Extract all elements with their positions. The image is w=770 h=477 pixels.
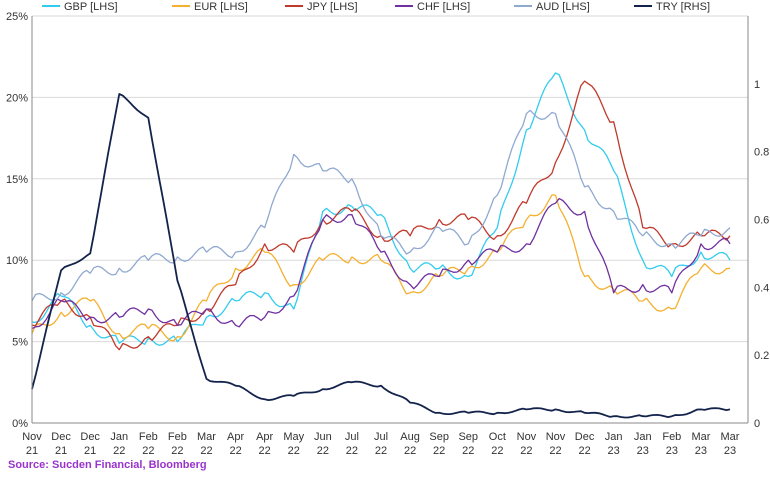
x-tick-month: Sep xyxy=(429,431,449,443)
x-tick-year: 22 xyxy=(259,445,271,457)
x-tick-year: 22 xyxy=(578,445,590,457)
x-tick-month: May xyxy=(283,431,304,443)
left-tick-label: 15% xyxy=(6,174,28,186)
x-tick-month: Jul xyxy=(345,431,359,443)
right-axis-ticks: 0 0.2 0.4 0.6 0.8 1 xyxy=(754,79,769,430)
x-tick-year: 22 xyxy=(549,445,561,457)
series-line xyxy=(31,194,731,342)
x-tick-month: Jun xyxy=(314,431,332,443)
x-tick-year: 23 xyxy=(637,445,649,457)
x-tick-month: Feb xyxy=(662,431,681,443)
x-tick-year: 22 xyxy=(171,445,183,457)
x-tick-year: 22 xyxy=(229,445,241,457)
left-tick-label: 20% xyxy=(6,92,28,104)
x-tick-month: Dec xyxy=(51,431,71,443)
x-axis-ticks: Nov 21 Dec 21 Dec 21 Jan 22 Feb 22 Feb 22 Mar 22 Apr 22… xyxy=(22,431,740,457)
right-tick-label: 0.2 xyxy=(754,350,769,362)
legend-label: AUD [LHS] xyxy=(536,1,590,13)
x-tick-month: Apr xyxy=(256,431,273,443)
x-tick-month: Feb xyxy=(139,431,158,443)
series-line xyxy=(31,93,731,419)
x-tick-month: Jul xyxy=(374,431,388,443)
x-tick-year: 22 xyxy=(317,445,329,457)
x-tick-month: Mar xyxy=(691,431,710,443)
right-tick-label: 0.8 xyxy=(754,147,769,159)
x-tick-year: 22 xyxy=(113,445,125,457)
series-line xyxy=(31,197,731,330)
x-tick-year: 22 xyxy=(404,445,416,457)
x-tick-month: Aug xyxy=(400,431,420,443)
series-line xyxy=(31,109,731,302)
x-tick-year: 23 xyxy=(666,445,678,457)
x-tick-year: 21 xyxy=(55,445,67,457)
series-lines xyxy=(31,72,731,419)
x-tick-month: Dec xyxy=(575,431,595,443)
x-tick-year: 22 xyxy=(520,445,532,457)
left-tick-label: 5% xyxy=(12,337,28,349)
right-tick-label: 0.6 xyxy=(754,215,769,227)
x-tick-year: 23 xyxy=(608,445,620,457)
x-tick-month: Oct xyxy=(489,431,506,443)
x-tick-month: Nov xyxy=(517,431,537,443)
x-tick-year: 21 xyxy=(26,445,38,457)
legend-label: JPY [LHS] xyxy=(307,1,358,13)
x-tick-month: Feb xyxy=(168,431,187,443)
x-tick-month: Apr xyxy=(227,431,244,443)
x-tick-month: Nov xyxy=(546,431,566,443)
legend-label: GBP [LHS] xyxy=(64,1,118,13)
right-tick-label: 0.4 xyxy=(754,282,769,294)
legend-label: EUR [LHS] xyxy=(194,1,248,13)
x-tick-year: 22 xyxy=(346,445,358,457)
x-tick-month: Nov xyxy=(22,431,42,443)
x-tick-month: Dec xyxy=(80,431,100,443)
x-tick-month: Mar xyxy=(721,431,740,443)
left-tick-label: 0% xyxy=(12,418,28,430)
x-tick-month: Mar xyxy=(197,431,216,443)
right-tick-label: 0 xyxy=(754,418,760,430)
x-tick-month: Jan xyxy=(605,431,623,443)
x-tick-month: Jan xyxy=(634,431,652,443)
series-line xyxy=(31,72,731,346)
x-tick-year: 22 xyxy=(375,445,387,457)
x-tick-month: Sep xyxy=(458,431,478,443)
x-tick-year: 22 xyxy=(462,445,474,457)
x-tick-year: 22 xyxy=(142,445,154,457)
right-tick-label: 1 xyxy=(754,79,760,91)
x-tick-year: 21 xyxy=(84,445,96,457)
legend-label: TRY [RHS] xyxy=(656,1,710,13)
x-tick-year: 22 xyxy=(200,445,212,457)
x-tick-year: 22 xyxy=(288,445,300,457)
x-tick-year: 23 xyxy=(695,445,707,457)
left-axis-ticks: 0% 5% 10% 15% 20% 25% xyxy=(6,11,28,430)
x-tick-year: 22 xyxy=(491,445,503,457)
legend-label: CHF [LHS] xyxy=(417,1,470,13)
x-tick-month: Jan xyxy=(110,431,128,443)
legend: GBP [LHS] EUR [LHS] JPY [LHS] CHF [LHS] AUD … xyxy=(42,1,710,13)
x-tick-year: 22 xyxy=(433,445,445,457)
plot-frame xyxy=(31,16,749,424)
source-note: Source: Sucden Financial, Bloomberg xyxy=(8,459,207,471)
left-tick-label: 10% xyxy=(6,255,28,267)
x-tick-year: 23 xyxy=(724,445,736,457)
left-tick-label: 25% xyxy=(6,11,28,23)
